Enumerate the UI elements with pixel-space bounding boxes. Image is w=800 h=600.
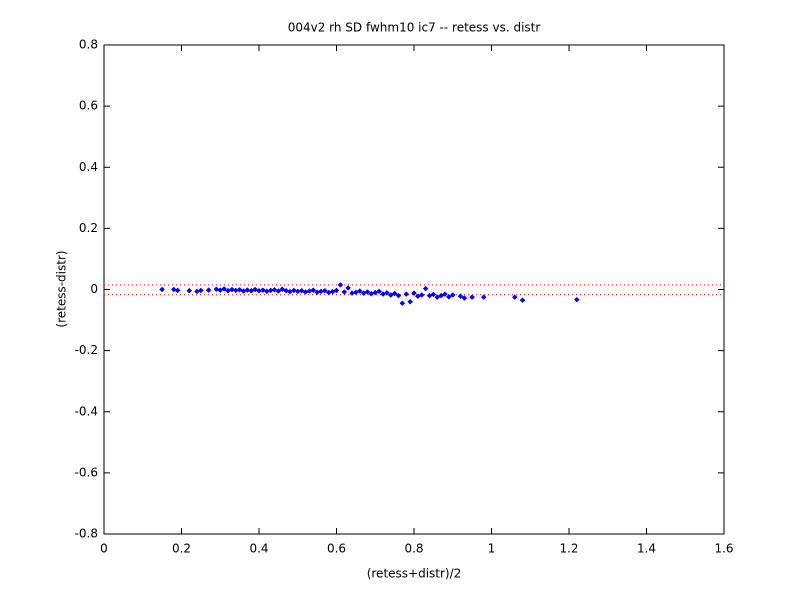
point (310, 287, 317, 293)
point (236, 286, 243, 293)
point (387, 292, 394, 298)
x-tick-label: 1.4 (637, 542, 656, 556)
point (434, 294, 441, 300)
point (275, 288, 282, 294)
point (395, 292, 402, 299)
point (221, 286, 227, 292)
x-axis-label: (retess+distr)/2 (367, 567, 462, 581)
point (376, 288, 382, 295)
x-tick-label: 0.8 (404, 542, 423, 556)
point (271, 286, 278, 293)
point (364, 289, 371, 295)
x-tick-label: 1.6 (714, 542, 733, 556)
y-axis-label: (retess-distr) (55, 250, 69, 327)
y-tick-label: 0.6 (79, 99, 98, 113)
y-tick-label: 0.8 (79, 38, 98, 52)
x-tick-label: 0.4 (249, 542, 268, 556)
x-tick-label: 0 (100, 542, 108, 556)
point (480, 294, 487, 300)
point (511, 294, 518, 300)
y-tick-label: -0.4 (75, 404, 98, 418)
y-tick-label: 0 (90, 282, 98, 296)
point (519, 297, 526, 304)
point (283, 287, 289, 294)
point (244, 287, 251, 293)
point (229, 286, 235, 293)
point (403, 291, 410, 297)
point (170, 286, 177, 293)
point (345, 285, 351, 291)
point (438, 292, 444, 299)
point (341, 289, 348, 295)
point (356, 288, 363, 294)
point (322, 287, 328, 294)
point (174, 287, 181, 294)
x-tick-label: 1.2 (559, 542, 578, 556)
point (469, 294, 475, 300)
point (159, 286, 165, 293)
point (213, 286, 220, 293)
point (430, 291, 437, 298)
point (449, 292, 456, 298)
point (399, 300, 406, 307)
point (422, 285, 429, 292)
point (205, 287, 212, 293)
point (418, 292, 425, 298)
point (446, 293, 452, 300)
point (461, 295, 468, 301)
point (411, 290, 417, 297)
point (298, 287, 305, 294)
point (198, 287, 204, 294)
point (333, 287, 340, 294)
y-tick-label: -0.8 (75, 527, 98, 541)
y-tick-label: -0.6 (75, 465, 98, 479)
point (279, 286, 286, 293)
point (407, 298, 413, 305)
y-tick-label: -0.2 (75, 343, 98, 357)
x-tick-label: 0.2 (172, 542, 191, 556)
x-tick-label: 1 (488, 542, 496, 556)
point (573, 296, 580, 303)
chart-title: 004v2 rh SD fwhm10 ic7 -- retess vs. dis… (288, 21, 541, 35)
point (457, 293, 464, 300)
point (186, 287, 193, 294)
point (337, 282, 344, 288)
point (291, 287, 297, 294)
y-tick-label: 0.4 (79, 160, 98, 174)
point (384, 290, 390, 296)
y-tick-label: 0.2 (79, 221, 98, 235)
x-tick-label: 0.6 (327, 542, 346, 556)
point (442, 291, 448, 297)
point (391, 290, 398, 297)
